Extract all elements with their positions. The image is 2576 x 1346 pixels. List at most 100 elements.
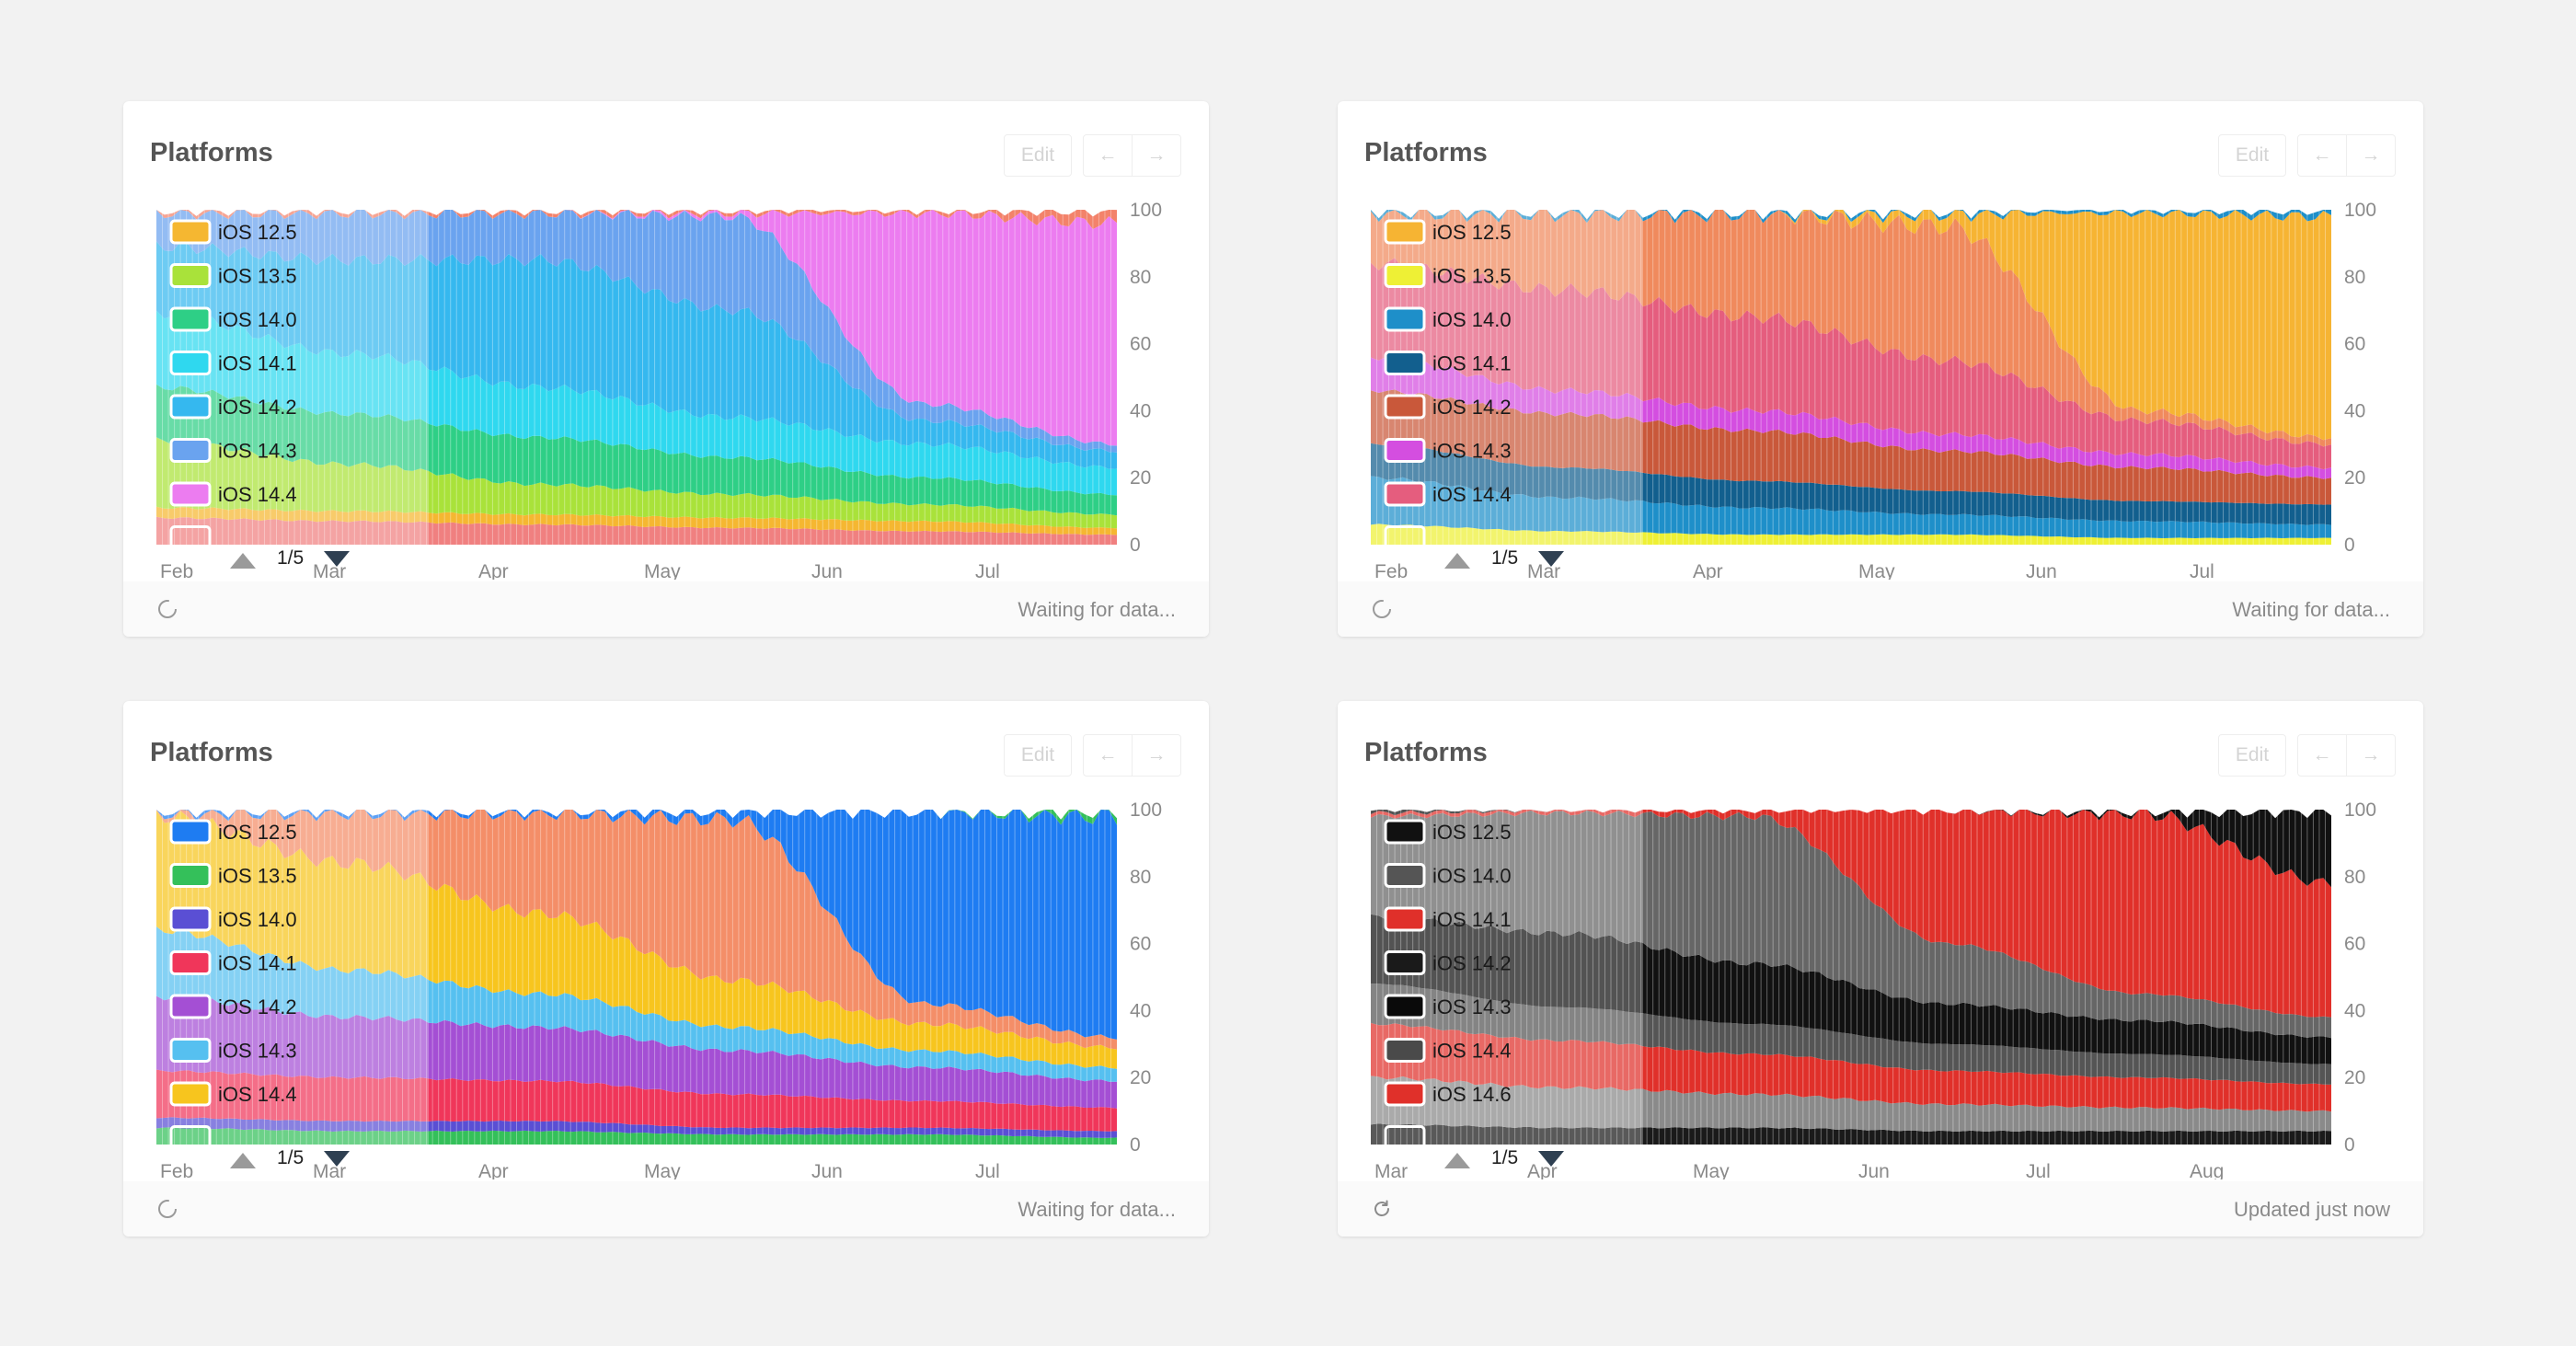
legend-swatch <box>169 1081 212 1107</box>
legend-swatch <box>169 994 212 1019</box>
legend-label: iOS 13.5 <box>218 265 297 288</box>
plot-area <box>156 210 1117 545</box>
legend-label: iOS 12.5 <box>1432 821 1512 844</box>
x-tick-label: May <box>1693 1161 1730 1179</box>
legend-page-up-icon <box>230 1153 256 1168</box>
card-footer: Waiting for data... <box>1338 581 2423 637</box>
legend-label: iOS 14.2 <box>218 995 297 1018</box>
y-tick-label: 100 <box>1130 800 1162 821</box>
legend-swatch <box>169 906 212 932</box>
legend-swatch <box>169 819 212 845</box>
edit-button[interactable]: Edit <box>2218 734 2286 777</box>
legend-page-indicator: 1/5 <box>1491 547 1518 569</box>
x-tick-label: Mar <box>1527 561 1560 580</box>
y-tick-label: 20 <box>2344 1067 2365 1088</box>
area-series <box>1371 210 2331 224</box>
y-tick-label: 100 <box>2344 800 2376 821</box>
platforms-card: Platforms Edit ← → 100 80 60 40 20 0 Feb Mar Apr… <box>123 101 1209 637</box>
arrow-left-icon[interactable]: ← <box>2297 134 2347 177</box>
area-series <box>1371 389 2331 505</box>
legend-swatch <box>1384 1125 1426 1150</box>
stacked-area-chart: 100 80 60 40 20 0 Feb Mar Apr May Jun Jul iOS 12.5 iO… <box>156 200 1162 580</box>
edit-button[interactable]: Edit <box>2218 134 2286 177</box>
legend-swatch <box>1384 306 1426 332</box>
x-tick-label: Jun <box>811 561 843 580</box>
legend-label: iOS 13.5 <box>1432 265 1512 288</box>
legend-swatch <box>169 1038 212 1063</box>
area-series <box>1371 523 2331 545</box>
x-tick-label: May <box>1858 561 1895 580</box>
legend-label: iOS 14.2 <box>1432 952 1512 975</box>
edit-button[interactable]: Edit <box>1004 134 1072 177</box>
card-title: Platforms <box>1364 738 1488 767</box>
arrow-left-icon[interactable]: ← <box>2297 734 2347 777</box>
area-series <box>156 210 1117 453</box>
y-tick-label: 80 <box>2344 267 2365 288</box>
legend-label: iOS 14.0 <box>1432 308 1512 331</box>
area-series <box>156 995 1117 1109</box>
area-series <box>156 516 1117 545</box>
legend-label: iOS 14.3 <box>1432 440 1512 463</box>
plot-area <box>1371 210 2331 545</box>
card-toolbar: Edit ← → <box>993 134 1181 177</box>
card-title: Platforms <box>1364 138 1488 167</box>
card-toolbar: Edit ← → <box>2207 734 2396 777</box>
area-series <box>1371 1123 2331 1145</box>
area-series <box>156 810 1117 1050</box>
x-tick-label: Apr <box>478 561 509 580</box>
x-tick-label: Jun <box>2026 561 2057 580</box>
x-tick-label: May <box>644 561 681 580</box>
arrow-right-icon[interactable]: → <box>1133 134 1181 177</box>
arrow-right-icon[interactable]: → <box>2347 734 2396 777</box>
area-series <box>1371 810 2331 1039</box>
y-tick-label: 0 <box>2344 1134 2355 1156</box>
area-series <box>1371 1022 2331 1112</box>
legend-swatch <box>169 263 212 288</box>
y-tick-label: 60 <box>1130 334 1151 355</box>
legend-swatch <box>169 351 212 375</box>
plot-area <box>1371 810 2331 1145</box>
arrow-right-icon[interactable]: → <box>1133 734 1181 777</box>
arrow-left-icon[interactable]: ← <box>1083 134 1133 177</box>
y-tick-label: 20 <box>1130 1067 1151 1088</box>
legend-label: iOS 14.1 <box>218 952 297 975</box>
legend-swatch <box>1384 819 1426 845</box>
y-tick-label: 60 <box>1130 934 1151 955</box>
y-tick-label: 0 <box>2344 535 2355 556</box>
legend-swatch <box>1384 950 1426 975</box>
x-tick-label: Feb <box>1374 561 1408 580</box>
area-series <box>1371 210 2331 441</box>
x-tick-label: Jul <box>975 561 1000 580</box>
legend-swatch <box>1384 481 1426 507</box>
edit-button[interactable]: Edit <box>1004 734 1072 777</box>
refresh-icon[interactable] <box>1371 1198 1393 1220</box>
y-tick-label: 80 <box>2344 867 2365 888</box>
area-series <box>156 810 1117 1069</box>
x-tick-label: Apr <box>1527 1161 1558 1179</box>
area-series <box>1371 355 2331 479</box>
legend-page-down-icon <box>1538 1151 1564 1167</box>
arrow-left-icon[interactable]: ← <box>1083 734 1133 777</box>
legend-page-down-icon <box>324 551 350 567</box>
status-text: Updated just now <box>2234 1198 2390 1221</box>
legend-swatch <box>1384 438 1426 463</box>
legend-swatch <box>1384 863 1426 888</box>
legend-swatch <box>169 219 212 245</box>
y-tick-label: 40 <box>2344 400 2365 421</box>
legend-label: iOS 14.4 <box>1432 1040 1512 1063</box>
y-tick-label: 40 <box>2344 1000 2365 1021</box>
arrow-right-icon[interactable]: → <box>2347 134 2396 177</box>
y-tick-label: 40 <box>1130 400 1151 421</box>
area-series <box>1371 210 2331 447</box>
legend-swatch <box>169 950 212 975</box>
legend-page-up-icon <box>230 553 256 569</box>
area-series <box>156 210 1117 229</box>
loading-spinner-icon <box>1373 600 1391 618</box>
area-series <box>1371 984 2331 1085</box>
legend-swatch <box>169 438 212 463</box>
x-tick-label: Apr <box>1693 561 1723 580</box>
x-tick-label: Mar <box>1374 1161 1408 1179</box>
legend-label: iOS 14.1 <box>1432 908 1512 931</box>
y-tick-label: 0 <box>1130 535 1141 556</box>
platforms-card: Platforms Edit ← → 100 80 60 40 20 0 Feb Mar Apr… <box>123 701 1209 1237</box>
